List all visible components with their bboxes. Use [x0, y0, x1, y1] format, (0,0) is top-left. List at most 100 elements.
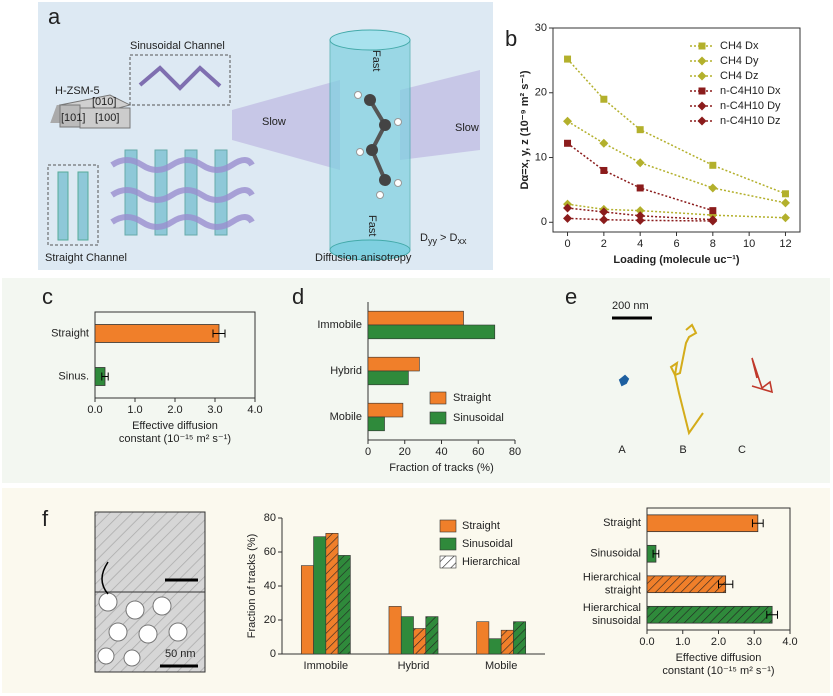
marker	[636, 184, 644, 192]
series-line	[567, 217, 713, 222]
error-bar	[652, 549, 660, 558]
illustration-label: Slow	[455, 122, 479, 134]
bar	[300, 565, 314, 655]
legend-label: n-C4H10 Dx	[720, 85, 781, 97]
relation-part: D	[420, 232, 428, 244]
x-tick-label: 2.0	[711, 636, 726, 648]
bar	[313, 536, 327, 655]
bar	[337, 555, 351, 655]
x-tick-label: 2.0	[167, 404, 182, 416]
category-label: Immobile	[317, 319, 362, 331]
x-axis-label: Effective diffusion	[676, 652, 762, 664]
marker	[636, 126, 644, 134]
x-tick-label: 8	[710, 238, 716, 250]
bar	[646, 575, 727, 594]
marker	[709, 161, 717, 169]
marker	[697, 56, 707, 66]
bar	[476, 621, 490, 655]
relation: Dyy > Dxx	[420, 232, 467, 246]
trajectory-label: A	[618, 444, 626, 456]
y-tick-label: 10	[535, 151, 547, 163]
y-tick-label: 0	[541, 216, 547, 228]
x-tick-label: 20	[399, 446, 411, 458]
legend-label: CH4 Dy	[720, 55, 759, 67]
relation-part: yy	[428, 236, 438, 246]
category-label: Hierarchical	[583, 602, 641, 614]
category-label: straight	[605, 585, 641, 597]
bar	[400, 616, 414, 655]
bar	[94, 324, 220, 343]
x-axis-label: Fraction of tracks (%)	[389, 462, 494, 474]
tem-images	[94, 511, 206, 673]
panel-label: e	[565, 284, 577, 309]
x-tick-label: 3.0	[207, 404, 222, 416]
x-tick-label: 10	[743, 238, 755, 250]
x-axis-label: constant (10⁻¹⁵ m² s⁻¹)	[119, 433, 231, 445]
series-line	[567, 207, 713, 221]
marker	[635, 206, 645, 216]
x-tick-label: 0.0	[639, 636, 654, 648]
error-bar	[718, 580, 734, 589]
legend-label: Straight	[453, 392, 491, 404]
y-tick-label: 0	[270, 648, 276, 660]
legend-label: n-C4H10 Dy	[720, 100, 781, 112]
illustration-label: Sinusoidal Channel	[130, 40, 225, 52]
scale-label: 50 nm	[165, 648, 196, 660]
x-tick-label: 0.0	[87, 404, 102, 416]
bar	[513, 621, 527, 655]
category-label: Hybrid	[398, 660, 430, 672]
category-label: Sinus.	[58, 370, 89, 382]
x-tick-label: 6	[673, 238, 679, 250]
relation-part: > D	[437, 232, 458, 244]
legend-label: CH4 Dz	[720, 70, 759, 82]
marker	[563, 213, 573, 223]
marker	[697, 101, 707, 111]
bar	[367, 310, 464, 326]
marker	[599, 207, 609, 217]
marker	[635, 158, 645, 168]
illustration-label: H-ZSM-5	[55, 85, 100, 97]
trajectories	[612, 316, 774, 436]
x-axis-label: Loading (molecule uc⁻¹)	[613, 254, 740, 266]
y-tick-label: 30	[535, 22, 547, 34]
y-tick-label: 80	[264, 512, 276, 524]
illustration-label: Slow	[262, 116, 286, 128]
x-tick-label: 80	[509, 446, 521, 458]
legend-label: Sinusoidal	[462, 538, 513, 550]
marker	[697, 71, 707, 81]
illustration-label: Fast	[370, 50, 382, 71]
trajectory-label: B	[679, 444, 686, 456]
x-tick-label: 4.0	[782, 636, 797, 648]
category-label: Mobile	[485, 660, 517, 672]
plot-frame	[552, 27, 801, 233]
category-label: Immobile	[304, 660, 349, 672]
relation-part: xx	[457, 236, 467, 246]
legend-swatch	[439, 555, 457, 569]
marker	[780, 213, 790, 223]
category-label: Hybrid	[330, 365, 362, 377]
bar	[367, 370, 409, 386]
panel-label: f	[42, 506, 49, 531]
marker	[563, 116, 573, 126]
bar	[388, 606, 402, 655]
y-axis-label: Dα=x, y, z (10⁻⁹ m² s⁻¹)	[519, 70, 531, 189]
scale-label: 200 nm	[612, 300, 649, 312]
x-axis-label: constant (10⁻¹⁵ m² s⁻¹)	[662, 665, 774, 677]
bar	[325, 532, 339, 655]
panel-label: d	[292, 284, 304, 309]
y-tick-label: 20	[264, 614, 276, 626]
x-tick-label: 0	[365, 446, 371, 458]
marker	[599, 215, 609, 225]
x-tick-label: 1.0	[127, 404, 142, 416]
error-bar	[751, 519, 764, 528]
panel-label: b	[505, 26, 517, 51]
bar	[646, 514, 759, 533]
middle-bg	[2, 278, 830, 483]
x-tick-label: 1.0	[675, 636, 690, 648]
error-bar	[766, 610, 778, 619]
y-axis-label: Fraction of tracks (%)	[246, 534, 258, 639]
x-tick-label: 4	[637, 238, 643, 250]
marker	[563, 203, 573, 213]
marker	[635, 215, 645, 225]
illustration-label: Straight Channel	[45, 252, 127, 264]
